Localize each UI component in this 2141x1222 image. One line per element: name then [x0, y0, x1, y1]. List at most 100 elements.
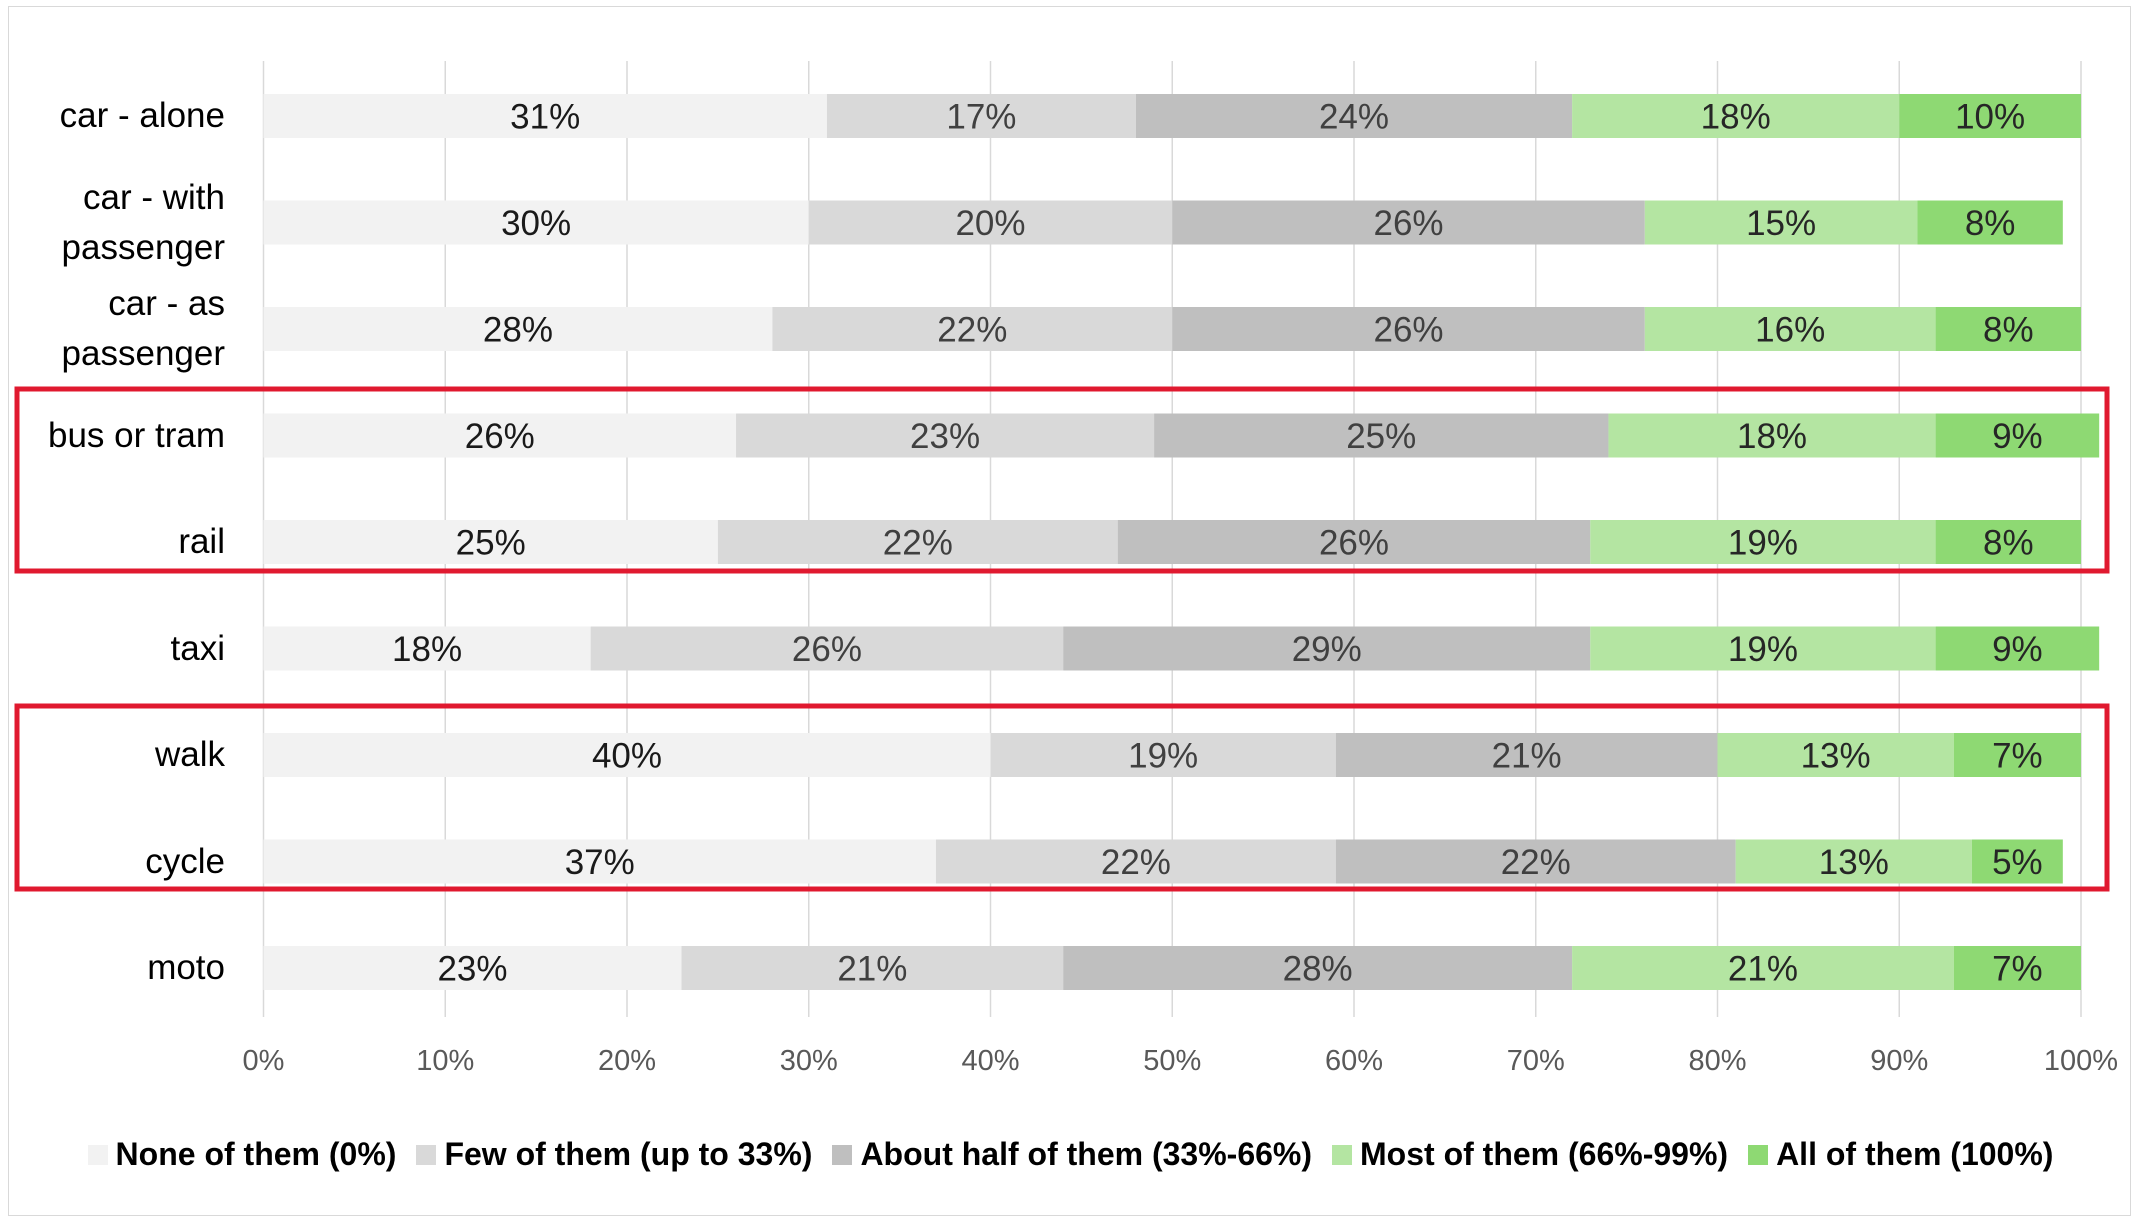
bar-segment [263, 307, 773, 351]
x-tick-label: 30% [780, 1045, 838, 1077]
bar-segment [1735, 839, 1972, 884]
bar-segment [772, 307, 1173, 351]
data-label: 20% [955, 204, 1025, 243]
data-label: 30% [501, 204, 571, 243]
bar-segment [263, 626, 591, 671]
data-label: 5% [1992, 843, 2043, 882]
category-label: rail [178, 522, 225, 561]
data-label: 22% [937, 311, 1007, 350]
data-label: 18% [1701, 98, 1771, 137]
bar-segment [1590, 626, 1936, 671]
bar-segment [1953, 946, 2081, 990]
bar-segment [717, 520, 1118, 564]
data-label: 23% [437, 950, 507, 989]
bar-segment [263, 413, 737, 458]
bar-segment [1935, 626, 2100, 671]
bar-segment [990, 733, 1336, 777]
bar-segment [1899, 94, 2081, 138]
bar-segment [1935, 413, 2100, 458]
data-label: 22% [1501, 843, 1571, 882]
data-label: 21% [837, 950, 907, 989]
legend-label: Most of them (66%-99%) [1360, 1136, 1729, 1172]
legend-label: All of them (100%) [1776, 1136, 2054, 1172]
legend-item: About half of them (33%-66%) [832, 1136, 1312, 1173]
category-label: walk [154, 735, 225, 774]
category-label: car - with passenger [61, 177, 225, 267]
bar-segment [1572, 94, 1900, 138]
x-tick-label: 50% [1143, 1045, 1201, 1077]
bar-segment [263, 733, 991, 777]
legend-swatch [1332, 1144, 1353, 1165]
bar-segment [1644, 307, 1936, 351]
data-label: 26% [792, 630, 862, 669]
bar-segment [1917, 200, 2063, 245]
data-label: 9% [1992, 630, 2043, 669]
data-label: 31% [510, 98, 580, 137]
data-label: 8% [1983, 524, 2034, 563]
data-label: 13% [1819, 843, 1889, 882]
highlight-box [14, 703, 2110, 892]
data-label: 21% [1728, 950, 1798, 989]
data-label: 16% [1755, 311, 1825, 350]
legend-swatch [1748, 1144, 1769, 1165]
category-label: car - as passenger [61, 284, 225, 373]
highlight-box [14, 386, 2110, 574]
bar-segment [681, 946, 1064, 990]
chart-frame [8, 6, 2131, 1216]
legend-label: Few of them (up to 33%) [444, 1136, 813, 1172]
category-label: bus or tram [48, 415, 225, 455]
bar-segment [1717, 733, 1954, 777]
bar-segment [1135, 94, 1573, 138]
data-label: 19% [1128, 737, 1198, 776]
x-tick-label: 90% [1870, 1045, 1928, 1077]
x-tick-label: 0% [243, 1045, 285, 1077]
legend-swatch [832, 1144, 853, 1165]
bar-segment [1335, 839, 1736, 884]
data-label: 37% [565, 843, 635, 882]
data-label: 28% [1283, 950, 1353, 989]
bar-segment [1608, 413, 1936, 458]
bar-segment [1971, 839, 2063, 884]
data-label: 15% [1746, 204, 1816, 243]
data-label: 29% [1292, 630, 1362, 669]
bar-segment [1172, 200, 1645, 245]
category-label: moto [147, 948, 225, 987]
data-label: 19% [1728, 630, 1798, 669]
legend-item: None of them (0%) [87, 1136, 397, 1173]
bar-segment [1117, 520, 1591, 564]
bar-segment [263, 946, 682, 990]
x-tick-label: 20% [598, 1045, 656, 1077]
bar-segment [1572, 946, 1954, 990]
x-tick-label: 10% [416, 1045, 474, 1077]
bar-segment [1935, 307, 2081, 351]
legend: None of them (0%) Few of them (up to 33%)… [0, 1136, 2141, 1173]
data-label: 25% [456, 524, 526, 563]
data-label: 26% [1319, 524, 1389, 563]
data-label: 26% [1373, 204, 1443, 243]
data-label: 22% [883, 524, 953, 563]
data-label: 7% [1992, 737, 2043, 776]
data-label: 13% [1801, 737, 1871, 776]
legend-item: All of them (100%) [1748, 1136, 2053, 1173]
bar-segment [1644, 200, 1918, 245]
bar-segment [1172, 307, 1645, 351]
legend-swatch [87, 1144, 108, 1165]
data-label: 26% [1373, 311, 1443, 350]
legend-item: Most of them (66%-99%) [1332, 1136, 1728, 1173]
bar-segment [263, 200, 809, 245]
data-label: 24% [1319, 98, 1389, 137]
legend-label: None of them (0%) [115, 1136, 397, 1172]
bar-segment [808, 200, 1173, 245]
category-label: car - alone [59, 96, 225, 135]
data-label: 40% [592, 737, 662, 776]
data-label: 7% [1992, 950, 2043, 989]
data-label: 26% [465, 417, 535, 456]
bar-segment [826, 94, 1136, 138]
legend-label: About half of them (33%-66%) [860, 1136, 1313, 1172]
x-tick-label: 100% [2044, 1045, 2118, 1077]
bar-segment [590, 626, 1064, 671]
data-label: 25% [1346, 417, 1416, 456]
data-label: 9% [1992, 417, 2043, 456]
data-label: 8% [1965, 204, 2016, 243]
